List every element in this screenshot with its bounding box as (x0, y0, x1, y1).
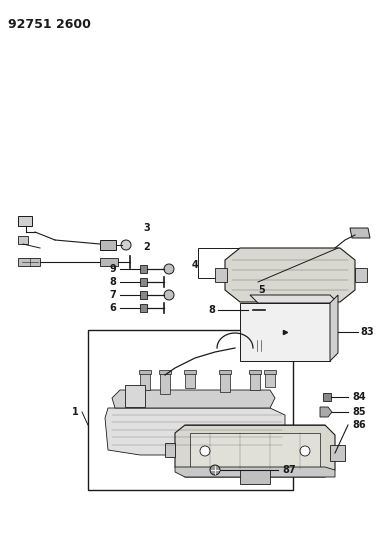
Text: 6: 6 (109, 303, 116, 313)
Circle shape (300, 446, 310, 456)
Polygon shape (330, 445, 345, 461)
Polygon shape (225, 248, 355, 302)
Bar (220, 372, 230, 392)
Bar (140, 265, 147, 273)
Text: 1: 1 (72, 407, 79, 417)
Circle shape (210, 465, 220, 475)
Polygon shape (175, 467, 335, 477)
Bar (253, 340, 273, 351)
Text: 8: 8 (208, 305, 215, 315)
Text: 5: 5 (258, 285, 265, 295)
Text: 9: 9 (109, 264, 116, 274)
Bar (140, 278, 147, 286)
Bar (219, 370, 231, 374)
Text: 86: 86 (352, 420, 366, 430)
Circle shape (164, 264, 174, 274)
Bar (184, 370, 196, 374)
Text: 83: 83 (360, 327, 374, 337)
Polygon shape (320, 407, 332, 417)
Text: 2: 2 (143, 242, 150, 252)
Bar (140, 304, 147, 312)
Text: 87: 87 (282, 465, 296, 475)
Polygon shape (112, 390, 275, 408)
Bar (100, 258, 118, 266)
Bar (140, 291, 147, 299)
Circle shape (164, 290, 174, 300)
Text: 84: 84 (352, 392, 366, 402)
Bar (215, 268, 227, 282)
Bar (18, 258, 40, 266)
Text: 3: 3 (143, 223, 150, 233)
Polygon shape (330, 295, 338, 361)
Text: 7: 7 (109, 290, 116, 300)
Text: 4: 4 (191, 260, 198, 270)
Bar (240, 303, 330, 361)
Bar (18, 236, 28, 244)
Polygon shape (105, 408, 285, 455)
Polygon shape (350, 228, 370, 238)
Circle shape (200, 446, 210, 456)
Bar (250, 372, 260, 390)
Circle shape (121, 240, 131, 250)
Bar (185, 372, 195, 388)
Bar (264, 370, 276, 374)
Polygon shape (175, 425, 335, 477)
Bar (140, 372, 150, 390)
Text: 92751 2600: 92751 2600 (8, 18, 91, 31)
Bar (159, 370, 171, 374)
Bar (100, 240, 116, 250)
Bar (125, 385, 145, 407)
Bar (88, 330, 293, 490)
Bar (139, 370, 151, 374)
Bar (240, 470, 270, 484)
Bar (355, 268, 367, 282)
Text: 8: 8 (109, 277, 116, 287)
Bar (160, 372, 170, 394)
Bar (198, 248, 246, 278)
Bar (249, 370, 261, 374)
Text: 85: 85 (352, 407, 366, 417)
Bar (323, 393, 331, 401)
Bar (248, 306, 253, 314)
Polygon shape (250, 295, 338, 303)
Bar (265, 372, 275, 387)
Bar (190, 433, 320, 469)
Polygon shape (165, 443, 175, 457)
Bar (18, 216, 32, 226)
